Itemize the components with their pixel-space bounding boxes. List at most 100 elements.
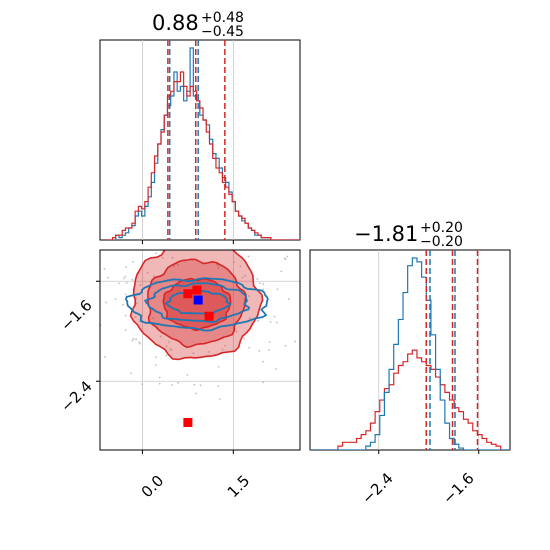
scatter-point [284,344,287,347]
contours-blue [124,277,269,332]
scatter-point [203,244,205,246]
scatter-point [153,275,155,278]
marker-red-2 [183,289,193,299]
scatter-point [199,384,202,387]
contour-red-0 [129,250,264,361]
scatter-point [124,314,127,317]
scatter-point [275,321,278,324]
scatter-point [132,338,135,340]
scatter-point [131,278,134,281]
scatter-point [286,255,289,258]
scatter-point [181,226,183,228]
histogram-panel-param1 [99,39,301,241]
marker-red-3 [204,311,214,321]
scatter-point [280,270,283,273]
scatter-point [135,302,138,305]
scatter-point [122,277,125,280]
grid [378,250,480,450]
scatter-point [206,223,208,225]
scatter-point [190,247,192,249]
scatter-point [165,345,168,348]
title-param1-value: 0.88 [152,11,199,35]
scatter-point [217,365,220,368]
scatter-points [91,203,297,400]
scatter-point [257,319,260,322]
scatter-point [98,277,100,279]
scatter-point [230,228,232,230]
scatter-point [221,348,224,351]
scatter-point [269,321,272,324]
joint-panel [91,203,301,451]
contour-blue-1 [143,282,251,324]
scatter-point [175,215,177,217]
scatter-point [256,278,259,280]
grid [142,40,234,240]
scatter-point [276,288,279,291]
scatter-point [122,303,124,306]
scatter-point [138,341,141,344]
scatter-point [158,376,161,379]
scatter-point [172,265,175,268]
scatter-point [124,275,127,278]
scatter-point [268,349,270,351]
scatter-point [220,248,222,250]
contour-blue-0 [124,277,269,332]
scatter-point [91,331,93,333]
scatter-point [262,283,265,285]
marker-red-4 [183,418,193,427]
scatter-point [177,381,180,384]
scatter-point [171,384,173,387]
axes-frame [99,39,301,241]
scatter-point [284,258,287,261]
marker-red-0 [205,227,214,236]
axes-frame [99,249,301,451]
scatter-point [192,352,195,355]
histogram-series [310,257,510,450]
contour-blue-2 [164,290,232,315]
scatter-point [165,354,168,357]
scatter-point [262,360,264,363]
scatter-point [247,213,249,215]
scatter-point [218,398,221,400]
scatter-point [134,316,137,319]
scatter-point [130,372,132,375]
scatter-point [125,266,128,269]
scatter-point [152,317,155,320]
scatter-point [154,364,157,367]
scatter-point [233,261,235,264]
scatter-point [169,347,172,350]
histogram-red [106,71,300,240]
scatter-point [131,260,134,263]
scatter-point [248,317,251,320]
scatter-point [124,293,127,296]
scatter-point [247,255,250,258]
scatter-point [208,350,210,353]
scatter-point [235,330,238,333]
scatter-point [176,263,179,266]
scatter-point [186,374,189,376]
scatter-point [258,350,261,352]
x-tick-label-param2-0: −2.4 [358,469,396,507]
scatter-point [95,327,97,329]
y-tick-label-param2-0: −2.4 [57,377,95,415]
scatter-point [159,335,162,338]
scatter-point [161,256,164,259]
scatter-point [105,301,108,304]
scatter-point [248,346,251,349]
scatter-point [239,265,242,268]
scatter-point [146,271,149,274]
title-param2-plus: +0.20 [420,220,463,236]
scatter-point [287,298,290,300]
scatter-point [249,230,251,232]
scatter-point [124,329,127,332]
x-tick-label-param1-0: 0.0 [138,472,168,502]
scatter-point [158,382,161,385]
scatter-point [125,282,128,284]
scatter-point [184,203,186,205]
scatter-point [193,383,196,386]
scatter-point [241,276,244,279]
scatter-point [165,246,167,248]
scatter-point [217,385,220,387]
scatter-point [139,342,141,345]
scatter-point [155,247,157,249]
